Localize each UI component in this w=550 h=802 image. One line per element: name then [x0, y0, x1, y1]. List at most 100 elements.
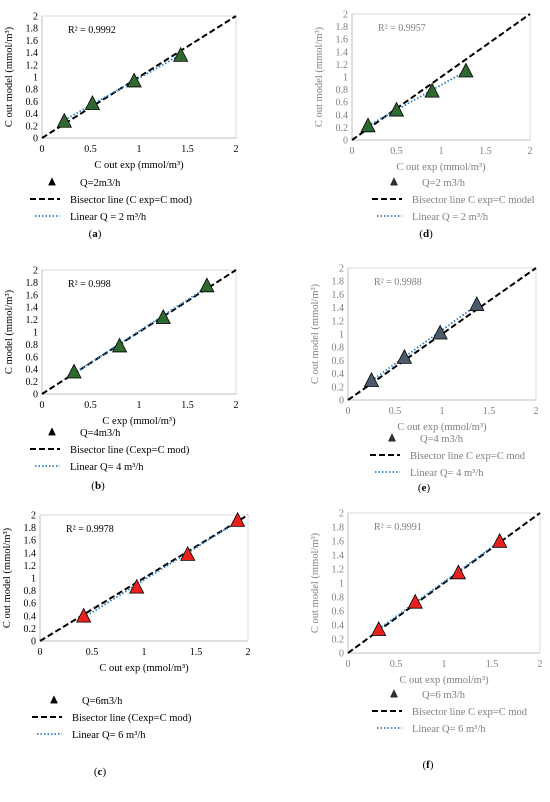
legend-label: Q=6m3/h [82, 696, 123, 707]
y-tick-label: 0.6 [336, 98, 349, 109]
y-tick-label: 1 [343, 73, 348, 84]
x-tick-label: 0 [350, 146, 355, 157]
panel-label: (c) [94, 766, 107, 778]
panel-label: (b) [91, 480, 105, 492]
y-axis-label: C out model (mmol/m³) [314, 26, 325, 127]
y-tick-label: 1 [339, 330, 344, 341]
legend-label: Bisector line C exp=C model [412, 195, 535, 206]
legend-label: Bisector line (C exp=C mod) [70, 195, 192, 206]
chart-d: 00.20.40.60.811.21.41.61.820 0.5 1 1.5 2C ou… [314, 10, 533, 174]
panel-label: (a) [89, 228, 102, 240]
y-axis-label: C out model (mmol/m³) [310, 532, 321, 633]
y-tick-label: 1.6 [26, 290, 39, 301]
data-point [76, 607, 92, 623]
y-tick-label: 1.8 [332, 523, 345, 534]
y-tick-label: 0.8 [26, 340, 39, 351]
y-tick-label: 1 [33, 73, 38, 84]
y-axis-label: C out model (mmol/m³) [4, 26, 15, 127]
data-point [129, 578, 145, 594]
y-tick-label: 1.6 [336, 35, 349, 46]
y-tick-label: 1.8 [24, 523, 37, 534]
data-point [155, 308, 171, 324]
legend: Q=2 m3/h Bisector line C exp=C model Linea… [372, 177, 535, 223]
x-tick-label: 0.5 [389, 406, 402, 417]
legend-label: Q=2 m3/h [422, 178, 466, 189]
y-tick-label: 0.8 [24, 586, 37, 597]
data-point [111, 337, 128, 353]
y-tick-label: 1.8 [26, 278, 39, 289]
legend-marker-icon [48, 427, 56, 436]
bisector-line [41, 15, 237, 139]
x-tick-label: 2 [246, 647, 251, 658]
y-tick-label: 1.4 [332, 551, 345, 562]
legend-label: Linear Q= 4 m³/h [70, 462, 144, 473]
y-tick-label: 0.8 [332, 343, 345, 354]
y-tick-label: 0.6 [24, 599, 37, 610]
chart-c: 00.20.40.60.811.21.41.61.820 0.5 1 1.5 2C ou… [2, 511, 251, 675]
legend-marker-icon [48, 177, 56, 186]
x-tick-label: 1 [142, 647, 147, 658]
y-tick-label: 1.6 [332, 537, 345, 548]
y-tick-label: 0 [31, 637, 36, 648]
x-tick-label: 1 [137, 144, 142, 155]
y-tick-label: 1.4 [332, 303, 345, 314]
x-tick-label: 0.5 [84, 144, 97, 155]
y-tick-label: 1.2 [26, 315, 39, 326]
y-tick-label: 0.8 [336, 85, 349, 96]
legend: Q=2m3/h Bisector line (C exp=C mod) Linear… [30, 177, 192, 223]
legend-label: Bisector line (Cexp=C mod) [72, 713, 192, 724]
x-tick-label: 0.5 [86, 647, 99, 658]
legend-label: Linear Q= 6 m³/h [72, 730, 146, 741]
panel-label: (f) [422, 759, 433, 771]
data-point [396, 348, 413, 364]
x-tick-label: 0.5 [390, 146, 403, 157]
x-axis-label: C out exp (mmol/m³) [99, 663, 189, 674]
data-point [469, 296, 485, 312]
y-tick-label: 1.4 [26, 303, 39, 314]
data-point [424, 82, 440, 98]
x-axis-label: C out exp (mmol/m³) [399, 675, 489, 686]
legend-marker-icon [390, 177, 398, 186]
legend-label: Linear Q = 2 m³/h [70, 212, 147, 223]
y-tick-label: 0.2 [332, 635, 345, 646]
data-point [126, 72, 142, 88]
legend-label: Linear Q = 2 m³/h [412, 212, 489, 223]
x-tick-label: 0.5 [84, 400, 97, 411]
x-tick-label: 0 [40, 400, 45, 411]
legend-marker-icon [388, 433, 396, 442]
legend-label: Linear Q= 4 m³/h [410, 468, 484, 479]
y-tick-label: 0.2 [26, 121, 39, 132]
legend: Q=4m3/h Bisector line (Cexp=C mod) Linear … [30, 427, 190, 473]
y-tick-label: 0.2 [24, 624, 37, 635]
x-tick-label: 0 [38, 647, 43, 658]
data-point [360, 117, 376, 133]
y-axis-label: C out model (mmol/m³) [310, 283, 321, 384]
chart-e: 0 0.2 0.4 0.6 0.8 1 1.2 1.4 1.6 1.8 2 0 0.5 1 1.5 2 C ou… [310, 264, 539, 434]
data-point [407, 593, 423, 609]
linear-trendline [370, 304, 478, 382]
legend-label: Q=6 m3/h [422, 690, 466, 701]
legend-label: Q=4 m3/h [420, 434, 464, 445]
y-tick-label: 1.8 [336, 22, 349, 33]
x-tick-label: 1 [440, 406, 445, 417]
y-tick-label: 0.6 [332, 356, 345, 367]
y-tick-label: 0.4 [26, 109, 39, 120]
x-tick-label: 1 [442, 659, 447, 670]
y-tick-label: 0 [339, 396, 344, 407]
x-axis-label: C out exp (mmol/m³) [94, 160, 184, 171]
x-tick-label: 1.5 [479, 146, 492, 157]
legend-label: Bisector line (Cexp=C mod) [70, 445, 190, 456]
y-tick-label: 1.4 [26, 48, 39, 59]
x-tick-label: 2 [234, 400, 239, 411]
y-tick-label: 1.2 [24, 561, 37, 572]
data-point [84, 95, 101, 110]
data-point [458, 62, 474, 78]
legend-marker-icon [390, 689, 398, 698]
x-tick-label: 0.5 [390, 659, 403, 670]
y-tick-label: 0 [339, 649, 344, 660]
x-tick-label: 2 [538, 659, 543, 670]
data-point [363, 372, 380, 387]
chart-b: 00.20.40.60.811.21.41.61.820 0.5 1 1.5 2C ex… [4, 266, 239, 428]
x-tick-label: 1.5 [486, 659, 499, 670]
